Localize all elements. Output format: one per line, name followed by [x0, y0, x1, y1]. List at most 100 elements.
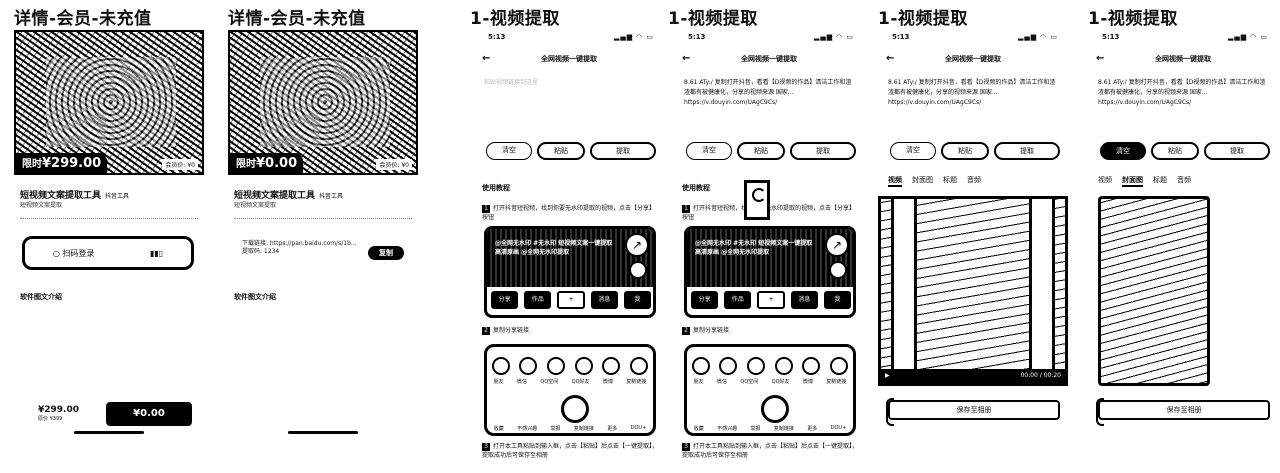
- back-icon[interactable]: ←: [1096, 53, 1105, 64]
- paste-button[interactable]: 粘贴: [537, 142, 585, 160]
- nav-bar: ← 全网视频一键提取: [878, 50, 1068, 68]
- section-label: 软件图文介绍: [234, 293, 276, 301]
- tab-title[interactable]: 标题: [943, 176, 957, 184]
- phone-extract-empty: 5:13 ▂▄▆ ◠ ▭ ← 全网视频一键提取 粘贴视频链接到这里 清空 粘贴 提取…: [474, 30, 664, 473]
- result-tabs: 视频 封面图 标题 音频: [888, 175, 1058, 187]
- step-1-text: 1 打开抖音短视频，找到你要无水印提取的视频，点击【分享】按钮: [482, 205, 656, 221]
- tab-btn: 我: [823, 291, 852, 309]
- paste-button[interactable]: 粘贴: [941, 142, 989, 160]
- clear-button[interactable]: 清空: [486, 142, 532, 160]
- signal-icon: ▂▄▆ ◠ ▭: [813, 33, 854, 41]
- link-input[interactable]: 粘贴视频链接到这里: [484, 79, 539, 86]
- bottom-price: ¥299.00 原价 ¥399: [38, 405, 79, 422]
- link-input[interactable]: 8.61 ATy:/ 复制打开抖音，看看【D视频的作品】清洁工作和渣渣都有被健康…: [888, 79, 1056, 106]
- price-tag: 限时¥299.00: [16, 153, 108, 173]
- tutorial-label: 使用教程: [682, 184, 710, 192]
- tab-btn: 消息: [790, 291, 818, 309]
- action-buttons: 清空 粘贴 提取: [686, 142, 856, 160]
- action-buttons: 清空 粘贴 提取: [1100, 142, 1270, 160]
- tab-video[interactable]: 视频: [1098, 176, 1112, 184]
- divider: [234, 218, 412, 219]
- phone-detail-1: 限时¥299.00 会员价: ¥0 短视频文案提取工具 抖音工具 短视频文案提取 …: [14, 30, 204, 440]
- save-button[interactable]: 保存至相册: [1096, 398, 1270, 426]
- status-bar: 5:13 ▂▄▆ ◠ ▭: [688, 33, 854, 41]
- divider: [20, 218, 198, 219]
- signal-icon: ▂▄▆ ◠ ▭: [1227, 33, 1268, 41]
- back-icon[interactable]: ←: [482, 53, 491, 64]
- buy-button[interactable]: ¥0.00: [106, 402, 192, 426]
- panel-title: 1-视频提取: [1088, 9, 1178, 29]
- tab-btn: 我: [623, 291, 652, 309]
- price-tag: 限时¥0.00: [230, 153, 304, 173]
- panel-title: 1-视频提取: [668, 9, 758, 29]
- signal-icon: ▂▄▆ ◠ ▭: [613, 33, 654, 41]
- tab-btn: 分享: [691, 291, 719, 309]
- tutorial-card-share: @全网无水印 #无水印 短视频文案一键提取 高清原画 @全网无水印提取 ↗ 分享…: [684, 226, 856, 318]
- product-hero-image: 限时¥0.00 会员价: ¥0: [228, 30, 418, 175]
- copy-link-icon: [561, 395, 589, 423]
- tab-video[interactable]: 视频: [888, 175, 902, 187]
- save-button[interactable]: 保存至相册: [886, 398, 1060, 426]
- scan-login-button[interactable]: ○ 扫码登录 ▮▮▯: [22, 236, 194, 270]
- member-price: 会员价: ¥0: [376, 159, 412, 170]
- action-buttons: 清空 粘贴 提取: [486, 142, 656, 160]
- tab-cover[interactable]: 封面图: [1122, 175, 1143, 187]
- video-caption: @全网无水印 #无水印 短视频文案一键提取 高清原画 @全网无水印提取: [695, 240, 813, 256]
- product-name: 短视频文案提取工具 抖音工具: [234, 191, 344, 201]
- clear-button[interactable]: 清空: [890, 142, 936, 160]
- copy-button[interactable]: 复制: [368, 246, 404, 260]
- extract-button[interactable]: 提取: [994, 142, 1060, 160]
- section-label: 软件图文介绍: [20, 293, 62, 301]
- home-indicator: [288, 431, 358, 434]
- paste-button[interactable]: 粘贴: [1151, 142, 1199, 160]
- step-2-text: 2 复制分享链接: [682, 326, 858, 335]
- tab-audio[interactable]: 音频: [1177, 176, 1191, 184]
- paste-button[interactable]: 粘贴: [737, 142, 785, 160]
- product-name: 短视频文案提取工具 抖音工具: [20, 191, 130, 201]
- product-hero-image: 限时¥299.00 会员价: ¥0: [14, 30, 204, 175]
- tutorial-card-share: @全网无水印 #无水印 短视频文案一键提取 高清原画 @全网无水印提取 ↗ 分享…: [484, 226, 656, 318]
- extract-button[interactable]: 提取: [1204, 142, 1270, 160]
- signal-icon: ▂▄▆ ◠ ▭: [1017, 33, 1058, 41]
- clear-button[interactable]: 清空: [1100, 142, 1146, 160]
- share-icon: ↗: [825, 233, 849, 257]
- copy-link-icon: [761, 395, 789, 423]
- cover-image: [1098, 196, 1210, 386]
- link-input[interactable]: 8.61 ATy:/ 复制打开抖音，看看【D视频的作品】清洁工作和渣渣都有被健康…: [684, 79, 852, 106]
- back-icon[interactable]: ←: [886, 53, 895, 64]
- panel-title: 1-视频提取: [878, 9, 968, 29]
- tab-btn: 分享: [491, 291, 519, 309]
- clear-button[interactable]: 清空: [686, 142, 732, 160]
- toggle-icon: ▮▮▯: [149, 248, 164, 258]
- status-bar: 5:13 ▂▄▆ ◠ ▭: [892, 33, 1058, 41]
- phone-result-video: 5:13 ▂▄▆ ◠ ▭ ← 全网视频一键提取 8.61 ATy:/ 复制打开抖音，…: [878, 30, 1068, 440]
- tab-title[interactable]: 标题: [1153, 176, 1167, 184]
- tab-audio[interactable]: 音频: [967, 176, 981, 184]
- plus-icon: +: [757, 291, 785, 309]
- video-controls[interactable]: ▶ 00:00 / 00:20: [881, 369, 1065, 383]
- product-subtitle: 短视频文案提取: [234, 202, 277, 209]
- step-1-text: 1 打开抖音短视频，找到你要无水印提取的视频，点击【分享】按钮: [682, 205, 856, 221]
- avatar-icon: [629, 261, 647, 279]
- step-3-text: 3 打开本工具粘贴到输入框，点击【粘贴】后点击【一键提取】，提取成功后可保存至相册: [482, 443, 659, 459]
- link-input[interactable]: 8.61 ATy:/ 复制打开抖音，看看【D视频的作品】清洁工作和渣渣都有被健康…: [1098, 79, 1266, 106]
- video-player[interactable]: ▶ 00:00 / 00:20: [878, 196, 1068, 386]
- panel-title: 详情-会员-未充值: [14, 9, 152, 29]
- phone-result-cover: 5:13 ▂▄▆ ◠ ▭ ← 全网视频一键提取 8.61 ATy:/ 复制打开抖音，…: [1088, 30, 1278, 440]
- nav-bar: ← 全网视频一键提取: [674, 50, 864, 68]
- tab-cover[interactable]: 封面图: [912, 176, 933, 184]
- phone-extract-pasted: 5:13 ▂▄▆ ◠ ▭ ← 全网视频一键提取 8.61 ATy:/ 复制打开抖音，…: [674, 30, 864, 473]
- action-buttons: 清空 粘贴 提取: [890, 142, 1060, 160]
- play-icon: ▶: [885, 372, 890, 379]
- panel-title: 1-视频提取: [470, 9, 560, 29]
- extract-button[interactable]: 提取: [590, 142, 656, 160]
- phone-detail-2: 限时¥0.00 会员价: ¥0 短视频文案提取工具 抖音工具 短视频文案提取 下载…: [228, 30, 418, 440]
- result-tabs: 视频 封面图 标题 音频: [1098, 175, 1268, 187]
- nav-bar: ← 全网视频一键提取: [474, 50, 664, 68]
- tab-btn: 作品: [724, 291, 752, 309]
- back-icon[interactable]: ←: [682, 53, 691, 64]
- highlight-box: [744, 180, 770, 220]
- status-bar: 5:13 ▂▄▆ ◠ ▭: [1102, 33, 1268, 41]
- extract-button[interactable]: 提取: [790, 142, 856, 160]
